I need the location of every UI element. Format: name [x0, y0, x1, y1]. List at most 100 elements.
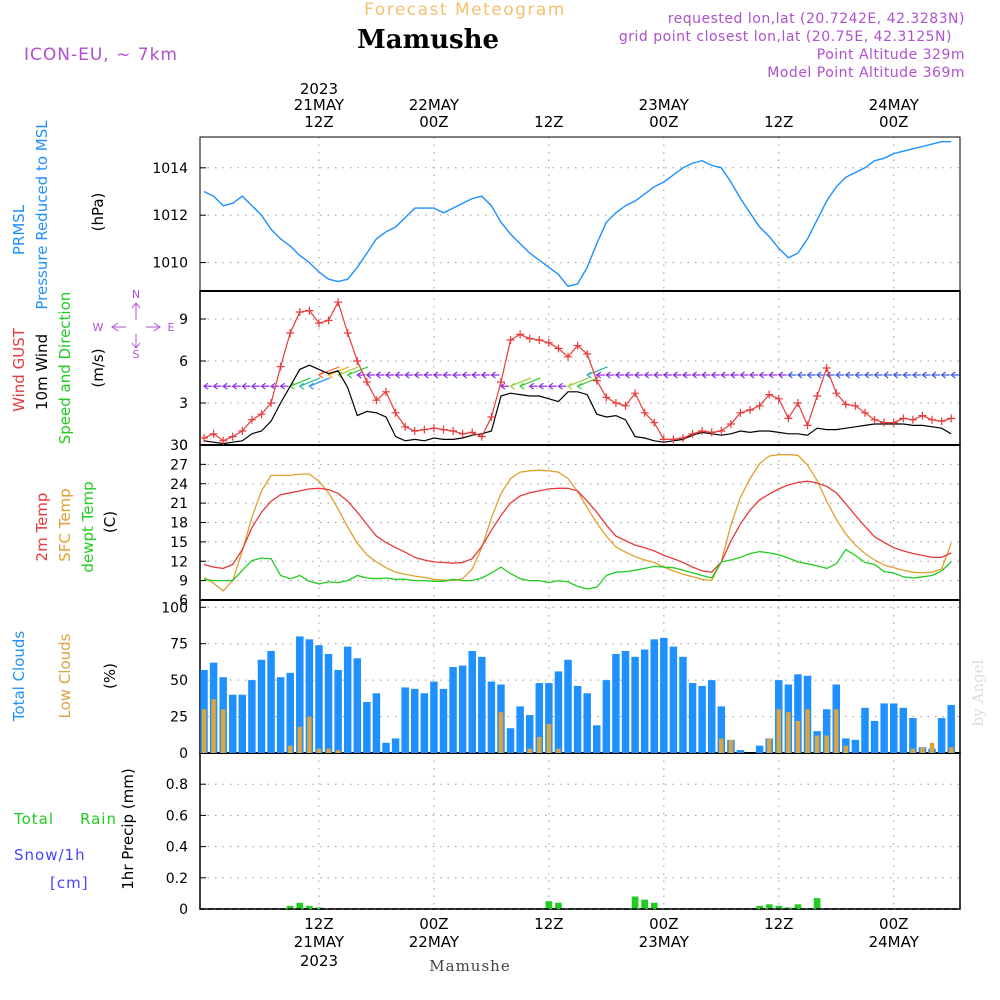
- gust-point: [353, 357, 362, 365]
- wind-arrow: [337, 366, 359, 376]
- y-tick-label: 0.8: [166, 777, 188, 793]
- low-cloud-bar: [920, 747, 925, 753]
- total-cloud-bar: [516, 706, 524, 753]
- panel-frame: [199, 752, 961, 910]
- pressure-line: [203, 140, 952, 288]
- panel-3: 6 9 12 15 18 21 24 27 30: [170, 438, 961, 609]
- y-tick-label: 27: [170, 457, 188, 473]
- y-tick-label: 0: [179, 746, 188, 762]
- wind-arrow-head: [643, 371, 650, 379]
- gust-point: [899, 414, 908, 423]
- total-cloud-bar: [573, 685, 582, 753]
- gust-point: [947, 414, 956, 423]
- wind-arrow-head: [614, 371, 621, 379]
- total-cloud-bar: [430, 681, 438, 753]
- compass-south: S: [133, 348, 140, 361]
- wind-arrow-head: [854, 371, 860, 379]
- low-cloud-bar: [795, 720, 801, 753]
- wind-arrow-head: [729, 371, 736, 379]
- top-time-label: 22MAY: [409, 96, 460, 114]
- compass-north: N: [132, 288, 140, 301]
- wind-arrow-head: [222, 382, 228, 390]
- total-cloud-bar: [535, 683, 544, 753]
- sfc-label: SFC Temp: [56, 488, 74, 561]
- bottom-time-label: 12Z: [764, 915, 793, 933]
- y-tick-label: 15: [170, 535, 188, 551]
- wind-arrow-head: [260, 382, 266, 390]
- top-time-label: 24MAY: [869, 96, 920, 114]
- gust-point: [640, 408, 649, 417]
- wind-arrow-head: [806, 371, 812, 379]
- wind-arrow-head: [844, 371, 851, 379]
- gust-point: [209, 429, 218, 438]
- wind-arrow-head: [605, 371, 611, 379]
- gust-point: [573, 341, 582, 350]
- wind-arrow-head: [519, 382, 525, 390]
- gust-point: [813, 392, 822, 400]
- total-cloud-bar: [353, 658, 362, 753]
- total-cloud-bar: [707, 680, 716, 753]
- wind-arrow-head: [863, 371, 870, 379]
- total-cloud-bar: [669, 646, 678, 753]
- y-tick-label: 1014: [152, 161, 188, 177]
- total-cloud-bar: [583, 693, 591, 753]
- top-time-label: 23MAY: [639, 96, 690, 114]
- low-cloud-bar: [556, 748, 561, 753]
- low-cloud-bar: [316, 748, 322, 753]
- top-time-label: 12Z: [304, 113, 333, 131]
- gust-point: [755, 401, 764, 410]
- wind-arrow-head: [337, 371, 343, 379]
- gust-point: [717, 427, 726, 435]
- wind-arrow-head: [681, 371, 688, 379]
- sfc-temp-line: [203, 454, 952, 592]
- wind-arrow-head: [538, 382, 544, 390]
- bottom-time-label: 2023: [300, 952, 338, 970]
- total-cloud-bar: [372, 693, 381, 753]
- wind10-line: [203, 364, 952, 445]
- total-cloud-bar: [276, 677, 285, 753]
- total-cloud-bar: [564, 659, 572, 753]
- gust-point: [860, 408, 869, 417]
- rain-bar: [794, 904, 802, 909]
- wind-arrow-head: [940, 371, 946, 379]
- precip-bars: [200, 896, 960, 910]
- wind-arrow-head: [490, 371, 496, 379]
- total-cloud-bar: [439, 688, 448, 753]
- gust-point: [908, 415, 917, 424]
- wind-arrow: [318, 366, 340, 376]
- gust-point: [765, 390, 774, 399]
- compass-rose: W E N S: [93, 288, 175, 361]
- gust-point: [564, 352, 573, 361]
- total-cloud-bar: [554, 671, 563, 753]
- low-cloud-bar: [948, 747, 954, 753]
- y-tick-label: 0.2: [166, 871, 188, 887]
- low-cloud-bar: [728, 739, 734, 753]
- gust-point: [650, 418, 659, 427]
- low-cloud-bar: [805, 709, 810, 753]
- low-cloud-bar: [498, 712, 504, 753]
- wind-arrow: [586, 366, 608, 376]
- y-tick-label: 1012: [152, 208, 188, 224]
- gust-point: [516, 330, 525, 339]
- low-cloud-bar: [201, 709, 207, 753]
- compass-arrows-icon: [111, 302, 161, 349]
- total-cloud-bar: [334, 669, 342, 753]
- wind-arrow-head: [873, 371, 879, 379]
- dewpt-label: dewpt Temp: [79, 481, 97, 572]
- wind-arrow-head: [911, 371, 918, 379]
- gust-point: [401, 422, 410, 431]
- gust-point: [305, 306, 314, 315]
- gust-point: [602, 393, 611, 402]
- wind-arrow-head: [279, 382, 285, 390]
- gust-point: [841, 400, 850, 409]
- gust-point: [659, 435, 668, 444]
- pressure-label: Pressure Reduced to MSL: [33, 120, 51, 310]
- wind-arrow-head: [672, 371, 678, 379]
- y-tick-label: 0: [179, 438, 188, 454]
- total-clouds-label: Total Clouds: [10, 631, 28, 723]
- low-cloud-bar: [335, 750, 341, 753]
- wind-arrow: [347, 366, 369, 376]
- total-cloud-bar: [267, 651, 275, 753]
- gust-point: [477, 432, 486, 441]
